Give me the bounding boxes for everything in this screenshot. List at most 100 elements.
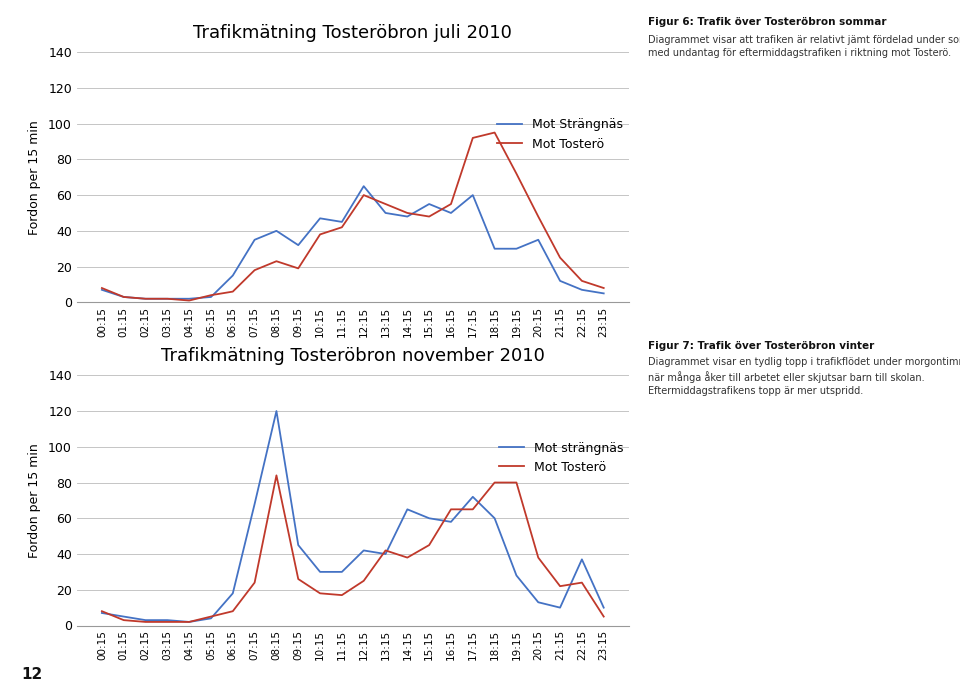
Text: Diagrammet visar en tydlig topp i trafikflödet under morgontimmarna
när många åk: Diagrammet visar en tydlig topp i trafik…: [648, 357, 960, 396]
Mot Tosterö: [358, 577, 370, 585]
Mot Tosterö: [228, 607, 239, 615]
Mot strängnäs: [336, 568, 348, 576]
Mot strängnäs: [489, 514, 500, 523]
Mot strängnäs: [249, 500, 260, 508]
Mot Strängnäs: [140, 295, 152, 303]
Mot Tosterö: [511, 478, 522, 486]
Mot strängnäs: [96, 609, 108, 617]
Text: Figur 7: Trafik över Tosteröbron vinter: Figur 7: Trafik över Tosteröbron vinter: [648, 341, 875, 350]
Mot Strängnäs: [423, 200, 435, 208]
Mot Strängnäs: [576, 286, 588, 294]
Mot Strängnäs: [358, 182, 370, 190]
Mot strängnäs: [380, 550, 392, 558]
Legend: Mot strängnäs, Mot Tosterö: Mot strängnäs, Mot Tosterö: [493, 436, 628, 479]
Mot Tosterö: [468, 505, 479, 514]
Mot Tosterö: [511, 170, 522, 178]
Mot Strängnäs: [511, 245, 522, 253]
Mot Tosterö: [314, 230, 325, 238]
Mot Strängnäs: [533, 236, 544, 244]
Mot Tosterö: [598, 612, 610, 621]
Line: Mot Tosterö: Mot Tosterö: [102, 475, 604, 622]
Mot Tosterö: [358, 191, 370, 199]
Mot Tosterö: [401, 208, 413, 217]
Text: Diagrammet visar att trafiken är relativt jämt fördelad under sommaren
med undan: Diagrammet visar att trafiken är relativ…: [648, 35, 960, 58]
Mot Strängnäs: [205, 293, 217, 301]
Mot Tosterö: [183, 618, 195, 626]
Mot Tosterö: [140, 295, 152, 303]
Mot Tosterö: [533, 213, 544, 221]
Mot Tosterö: [205, 612, 217, 621]
Mot Strängnäs: [249, 236, 260, 244]
Line: Mot strängnäs: Mot strängnäs: [102, 411, 604, 622]
Mot strängnäs: [445, 518, 457, 526]
Mot strängnäs: [293, 541, 304, 549]
Mot Tosterö: [271, 257, 282, 265]
Mot Strängnäs: [96, 286, 108, 294]
Mot Tosterö: [489, 478, 500, 486]
Mot Tosterö: [205, 291, 217, 300]
Mot Tosterö: [118, 293, 130, 301]
Mot strängnäs: [468, 493, 479, 501]
Mot Strängnäs: [183, 295, 195, 303]
Mot strängnäs: [554, 603, 565, 612]
Mot Tosterö: [314, 589, 325, 598]
Mot Strängnäs: [271, 227, 282, 235]
Title: Trafikmätning Tosteröbron juli 2010: Trafikmätning Tosteröbron juli 2010: [193, 24, 513, 42]
Mot Strängnäs: [554, 277, 565, 285]
Mot Tosterö: [336, 591, 348, 599]
Text: 12: 12: [21, 667, 42, 682]
Mot Strängnäs: [161, 295, 173, 303]
Mot strängnäs: [423, 514, 435, 523]
Mot Tosterö: [249, 266, 260, 275]
Mot Strängnäs: [598, 289, 610, 297]
Mot strängnäs: [228, 589, 239, 598]
Mot strängnäs: [511, 571, 522, 580]
Mot Strängnäs: [380, 208, 392, 217]
Mot Strängnäs: [228, 271, 239, 279]
Mot Tosterö: [293, 264, 304, 272]
Mot Strängnäs: [401, 213, 413, 221]
Mot strängnäs: [140, 616, 152, 624]
Mot Strängnäs: [489, 245, 500, 253]
Mot Tosterö: [554, 254, 565, 262]
Y-axis label: Fordon per 15 min: Fordon per 15 min: [28, 443, 41, 558]
Mot Tosterö: [445, 200, 457, 208]
Mot strängnäs: [183, 618, 195, 626]
Mot Tosterö: [161, 295, 173, 303]
Text: Figur 6: Trafik över Tosteröbron sommar: Figur 6: Trafik över Tosteröbron sommar: [648, 17, 886, 27]
Mot Tosterö: [96, 607, 108, 615]
Mot strängnäs: [401, 505, 413, 514]
Mot Tosterö: [161, 618, 173, 626]
Mot Tosterö: [249, 578, 260, 587]
Mot strängnäs: [314, 568, 325, 576]
Line: Mot Strängnäs: Mot Strängnäs: [102, 186, 604, 299]
Mot Tosterö: [576, 277, 588, 285]
Mot Strängnäs: [445, 208, 457, 217]
Mot strängnäs: [271, 407, 282, 415]
Y-axis label: Fordon per 15 min: Fordon per 15 min: [28, 120, 41, 235]
Mot Tosterö: [533, 553, 544, 562]
Mot strängnäs: [118, 612, 130, 621]
Mot Tosterö: [576, 578, 588, 587]
Mot Strängnäs: [336, 218, 348, 226]
Line: Mot Tosterö: Mot Tosterö: [102, 133, 604, 300]
Mot Tosterö: [336, 223, 348, 231]
Mot Tosterö: [423, 213, 435, 221]
Mot strängnäs: [205, 614, 217, 623]
Mot Tosterö: [293, 575, 304, 583]
Mot Tosterö: [118, 616, 130, 624]
Mot Strängnäs: [293, 241, 304, 250]
Mot strängnäs: [576, 555, 588, 564]
Mot strängnäs: [358, 546, 370, 555]
Mot Strängnäs: [314, 214, 325, 222]
Mot Tosterö: [423, 541, 435, 549]
Mot Tosterö: [598, 284, 610, 292]
Mot Strängnäs: [118, 293, 130, 301]
Mot Tosterö: [445, 505, 457, 514]
Mot Tosterö: [401, 553, 413, 562]
Mot Tosterö: [96, 284, 108, 292]
Mot Tosterö: [228, 288, 239, 296]
Mot Tosterö: [468, 133, 479, 142]
Legend: Mot Strängnäs, Mot Tosterö: Mot Strängnäs, Mot Tosterö: [492, 113, 628, 156]
Mot Strängnäs: [468, 191, 479, 199]
